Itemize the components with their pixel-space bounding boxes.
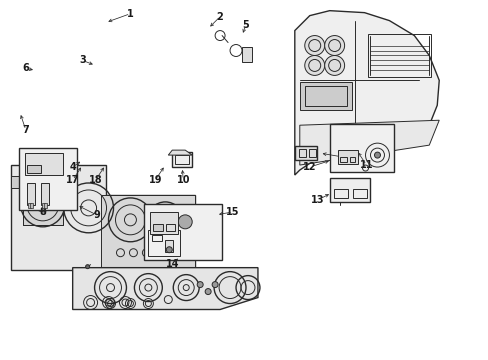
Text: 1: 1 xyxy=(127,9,134,19)
Bar xyxy=(19,148,77,210)
Text: 12: 12 xyxy=(303,162,316,172)
Text: 7: 7 xyxy=(22,125,29,135)
Text: 5: 5 xyxy=(242,19,249,30)
Circle shape xyxy=(178,215,192,229)
Bar xyxy=(333,189,347,198)
Bar xyxy=(148,230,180,256)
Circle shape xyxy=(205,289,211,294)
Text: 16: 16 xyxy=(342,153,356,163)
Text: 17: 17 xyxy=(66,175,79,185)
Text: 14: 14 xyxy=(165,259,179,269)
Bar xyxy=(294,146,316,160)
Text: 11: 11 xyxy=(359,160,372,170)
Text: 4: 4 xyxy=(69,162,76,172)
Polygon shape xyxy=(101,195,195,270)
Bar xyxy=(329,124,394,172)
Bar xyxy=(329,178,369,202)
Circle shape xyxy=(324,55,344,75)
Bar xyxy=(175,155,189,164)
Bar xyxy=(367,33,430,77)
Circle shape xyxy=(374,152,380,158)
Bar xyxy=(41,203,45,208)
Circle shape xyxy=(324,36,344,55)
Text: 19: 19 xyxy=(148,175,162,185)
Bar xyxy=(144,204,222,260)
Bar xyxy=(44,203,47,208)
Bar xyxy=(165,240,173,252)
Polygon shape xyxy=(168,150,192,155)
Bar xyxy=(27,183,35,205)
Circle shape xyxy=(304,55,324,75)
Bar xyxy=(28,203,31,208)
Bar xyxy=(172,152,192,167)
Bar xyxy=(178,205,192,240)
Bar xyxy=(25,153,62,175)
Text: 13: 13 xyxy=(310,195,324,205)
Bar xyxy=(153,224,163,231)
Circle shape xyxy=(85,265,89,269)
Bar xyxy=(11,176,29,188)
Polygon shape xyxy=(73,268,258,310)
Bar xyxy=(41,183,49,205)
Bar xyxy=(352,189,366,198)
Circle shape xyxy=(197,282,203,288)
Circle shape xyxy=(304,36,324,55)
Text: 10: 10 xyxy=(176,175,190,185)
Circle shape xyxy=(212,282,218,288)
Circle shape xyxy=(166,247,172,253)
Bar xyxy=(27,165,41,173)
Bar xyxy=(30,203,33,208)
Polygon shape xyxy=(299,120,438,165)
Bar xyxy=(337,150,357,164)
Bar xyxy=(299,82,351,110)
Bar xyxy=(339,157,346,162)
Text: 9: 9 xyxy=(93,210,100,220)
Bar xyxy=(150,212,178,234)
Polygon shape xyxy=(294,11,438,175)
Text: 15: 15 xyxy=(226,207,239,217)
Bar xyxy=(152,235,162,241)
Bar xyxy=(166,224,175,231)
Bar xyxy=(308,149,315,157)
Bar xyxy=(349,157,354,162)
Text: 8: 8 xyxy=(39,207,46,217)
Polygon shape xyxy=(11,165,195,270)
Bar xyxy=(242,46,251,62)
Text: 6: 6 xyxy=(22,63,29,73)
Polygon shape xyxy=(23,185,62,225)
Text: 3: 3 xyxy=(79,55,86,66)
Text: 18: 18 xyxy=(89,175,102,185)
Bar xyxy=(298,149,305,157)
Bar xyxy=(304,86,346,106)
Text: 2: 2 xyxy=(216,12,223,22)
